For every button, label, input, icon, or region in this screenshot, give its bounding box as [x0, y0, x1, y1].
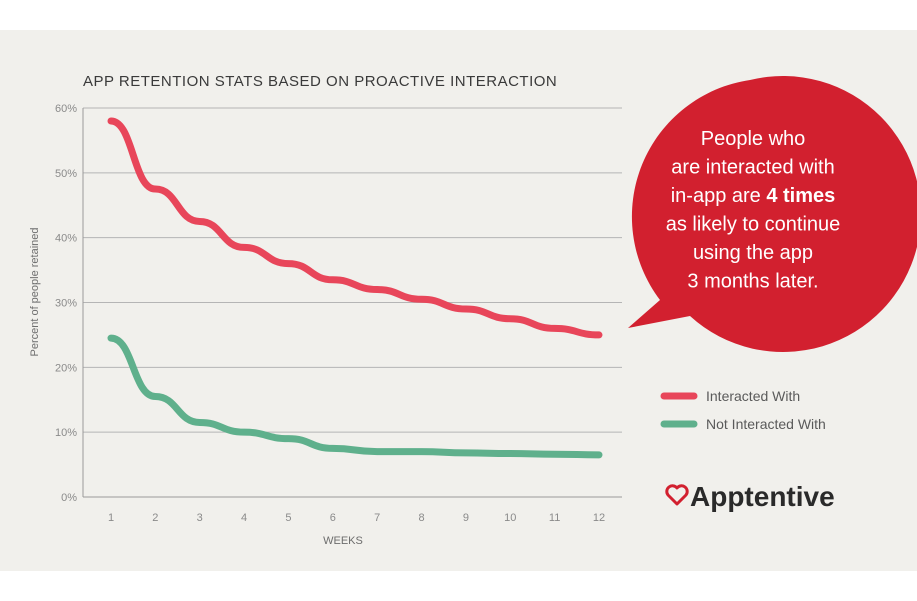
- series-line-not-interacted: [107, 334, 603, 459]
- series-lines: [107, 117, 603, 459]
- callout-line: as likely to continue: [666, 214, 841, 236]
- legend: Interacted With Not Interacted With: [660, 388, 826, 432]
- y-axis-label: Percent of people retained: [29, 227, 41, 356]
- brand-logo: Apptentive: [665, 481, 835, 512]
- legend-label: Interacted With: [706, 388, 800, 404]
- x-tick-label: 4: [241, 512, 247, 524]
- callout-line: in-app are 4 times: [671, 185, 836, 207]
- callout-bubble: People who are interacted with in-app are …: [628, 76, 917, 352]
- x-tick-label: 6: [330, 512, 336, 524]
- heart-outline-icon: [665, 484, 689, 506]
- x-tick-label: 10: [504, 512, 516, 524]
- x-tick-labels: 1 2 3 4 5 6 7 8 9 10 11 12: [108, 512, 605, 524]
- x-tick-label: 1: [108, 512, 114, 524]
- x-tick-label: 9: [463, 512, 469, 524]
- x-tick-label: 2: [152, 512, 158, 524]
- callout-line: People who: [701, 128, 806, 150]
- callout-text: People who are interacted with in-app are …: [666, 128, 841, 293]
- y-tick-label: 30%: [55, 298, 77, 310]
- y-tick-label: 20%: [55, 362, 77, 374]
- x-tick-label: 7: [374, 512, 380, 524]
- x-tick-label: 3: [197, 512, 203, 524]
- chart-title: APP RETENTION STATS BASED ON PROACTIVE I…: [83, 73, 557, 90]
- x-tick-label: 11: [549, 512, 560, 524]
- y-tick-labels: 0% 10% 20% 30% 40% 50% 60%: [55, 103, 77, 504]
- callout-line: 3 months later.: [687, 271, 818, 293]
- brand-name: Apptentive: [690, 481, 835, 512]
- x-tick-label: 12: [593, 512, 605, 524]
- legend-label: Not Interacted With: [706, 416, 826, 432]
- y-tick-label: 50%: [55, 168, 77, 180]
- x-tick-label: 8: [418, 512, 424, 524]
- y-tick-label: 10%: [55, 427, 77, 439]
- x-tick-label: 5: [285, 512, 291, 524]
- y-tick-label: 0%: [61, 492, 77, 504]
- callout-line: using the app: [693, 242, 813, 264]
- callout-shape: [628, 76, 917, 352]
- y-tick-label: 40%: [55, 233, 77, 245]
- grid-lines: [82, 107, 622, 498]
- y-tick-label: 60%: [55, 103, 77, 115]
- callout-line: are interacted with: [671, 157, 834, 179]
- x-axis-label: WEEKS: [323, 535, 363, 547]
